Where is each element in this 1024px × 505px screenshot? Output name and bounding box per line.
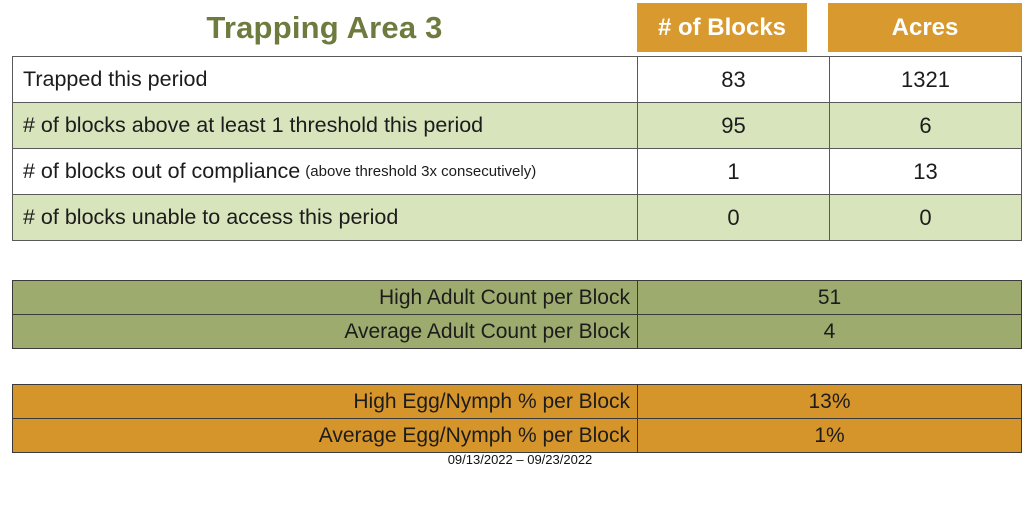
- cell-blocks: 83: [637, 57, 829, 102]
- row-label: # of blocks unable to access this period: [13, 195, 637, 240]
- table-row: # of blocks above at least 1 threshold t…: [13, 102, 1021, 148]
- row-label: Average Egg/Nymph % per Block: [318, 423, 630, 447]
- row-label: Trapped this period: [13, 57, 637, 102]
- table-row: Average Egg/Nymph % per Block 1%: [13, 418, 1021, 452]
- row-value: 51: [637, 281, 1021, 314]
- row-label-text: # of blocks unable to access this period: [23, 205, 399, 229]
- row-value: 4: [637, 315, 1021, 348]
- row-value: 1%: [637, 419, 1021, 452]
- period-label: 09/13/2022 – 09/23/2022: [447, 452, 593, 467]
- cell-blocks: 1: [637, 149, 829, 194]
- egg-nymph-table: High Egg/Nymph % per Block 13% Average E…: [12, 384, 1022, 453]
- cell-acres: 6: [829, 103, 1021, 148]
- column-header-blocks: # of Blocks: [637, 3, 807, 52]
- table-row: Trapped this period 83 1321: [13, 57, 1021, 102]
- row-note: (above threshold 3x consecutively): [305, 163, 537, 180]
- row-label: High Egg/Nymph % per Block: [353, 389, 630, 413]
- row-label: Average Adult Count per Block: [344, 319, 630, 343]
- page-title: Trapping Area 3: [206, 10, 443, 45]
- cell-blocks: 0: [637, 195, 829, 240]
- adult-count-table: High Adult Count per Block 51 Average Ad…: [12, 280, 1022, 349]
- row-label-text: # of blocks out of compliance: [23, 159, 301, 183]
- column-header-acres: Acres: [828, 3, 1022, 52]
- table-row: # of blocks out of compliance (above thr…: [13, 148, 1021, 194]
- table-row: # of blocks unable to access this period…: [13, 194, 1021, 240]
- cell-blocks: 95: [637, 103, 829, 148]
- table-row: High Adult Count per Block 51: [13, 281, 1021, 314]
- row-value: 13%: [637, 385, 1021, 418]
- row-label: High Adult Count per Block: [379, 285, 630, 309]
- main-table: Trapped this period 83 1321 # of blocks …: [12, 56, 1022, 241]
- cell-acres: 13: [829, 149, 1021, 194]
- cell-acres: 1321: [829, 57, 1021, 102]
- row-label: # of blocks out of compliance (above thr…: [13, 149, 637, 194]
- row-label-text: # of blocks above at least 1 threshold t…: [23, 113, 484, 137]
- row-label: # of blocks above at least 1 threshold t…: [13, 103, 637, 148]
- cell-acres: 0: [829, 195, 1021, 240]
- table-row: High Egg/Nymph % per Block 13%: [13, 385, 1021, 418]
- row-label-text: Trapped this period: [23, 67, 208, 91]
- table-row: Average Adult Count per Block 4: [13, 314, 1021, 348]
